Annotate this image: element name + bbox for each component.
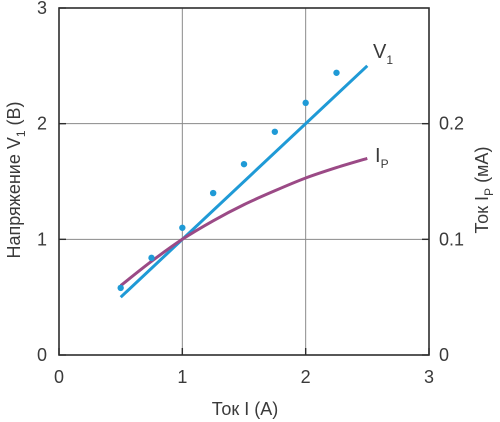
x-tick-label: 1 [177, 367, 187, 387]
y-right-axis-label-suffix: (мА) [472, 147, 492, 188]
y-right-axis-label-sub: P [482, 188, 496, 196]
y-right-tick-label: 0 [439, 345, 449, 365]
data-point [241, 161, 247, 167]
y-left-tick-label: 2 [37, 114, 47, 134]
y-left-tick-label: 1 [37, 229, 47, 249]
series-layer [117, 66, 367, 297]
data-point [117, 285, 123, 291]
series-label-v1: V1 [373, 41, 393, 67]
x-axis-label: Ток I (А) [212, 399, 278, 419]
y-right-tick-label: 0.2 [439, 114, 464, 134]
y-right-tick-label: 0.1 [439, 229, 464, 249]
x-tick-label: 0 [54, 367, 64, 387]
series-label-ip: IP [375, 145, 389, 171]
x-tick-label: 2 [301, 367, 311, 387]
y-right-axis-label-main: Ток I [472, 196, 492, 233]
x-tick-label: 3 [424, 367, 434, 387]
data-point [272, 129, 278, 135]
series-label-ip-sub: P [381, 157, 389, 171]
y-left-tick-label: 0 [37, 345, 47, 365]
data-point [302, 100, 308, 106]
series-label-v1-sub: 1 [386, 53, 393, 67]
series-label-v1-main: V [373, 41, 387, 63]
y-left-tick-label: 3 [37, 0, 47, 18]
y-right-axis-label: Ток IP (мА) [472, 147, 496, 234]
series-ip-line [121, 158, 368, 285]
data-point [179, 225, 185, 231]
data-point [148, 255, 154, 261]
y-left-axis-label-suffix: (В) [4, 101, 24, 130]
series-v1-line [121, 66, 368, 297]
data-point [210, 190, 216, 196]
data-point [333, 70, 339, 76]
y-left-axis-label-main: Напряжение V [4, 137, 24, 258]
y-left-axis-label: Напряжение V1 (В) [4, 101, 28, 258]
